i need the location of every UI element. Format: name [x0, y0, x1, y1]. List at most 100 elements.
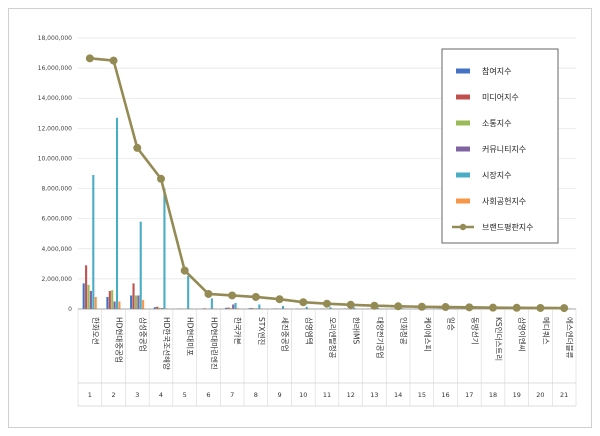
y-tick-label: 16,000,000 [38, 65, 73, 72]
bar-1-3 [87, 284, 90, 309]
legend-swatch-3 [456, 120, 470, 126]
bar-7-1 [224, 307, 228, 309]
brand-index-point-20 [536, 303, 545, 312]
category-index-11: 11 [323, 391, 331, 399]
category-index-18: 18 [489, 391, 497, 399]
legend-swatch-5 [456, 172, 470, 178]
category-index-16: 16 [441, 391, 449, 399]
category-label-9: 세진중공업 [281, 317, 291, 352]
brand-index-point-4 [157, 174, 165, 183]
category-label-1: 한화오션 [91, 317, 101, 345]
legend-label-1: 참여지수 [482, 66, 511, 76]
y-tick-label: 8,000,000 [41, 186, 72, 193]
category-label-10: 삼영엠텍 [304, 317, 314, 345]
category-label-3: 삼성중공업 [138, 317, 148, 352]
brand-index-point-5 [180, 266, 189, 275]
category-index-14: 14 [394, 391, 402, 399]
category-index-12: 12 [347, 391, 355, 399]
bar-7-4 [232, 304, 235, 309]
bar-1-2 [85, 265, 88, 309]
legend-label-3: 소통지수 [482, 119, 511, 128]
bar-8-1 [248, 308, 251, 309]
bar-2-2 [108, 290, 111, 309]
bar-12-5 [353, 307, 356, 309]
category-index-21: 21 [560, 391, 568, 399]
brand-index-point-21 [560, 304, 569, 313]
category-index-7: 7 [230, 391, 234, 399]
bar-3-3 [134, 295, 137, 309]
bar-4-5 [163, 188, 166, 309]
bar-8-5 [258, 304, 261, 309]
category-label-17: 동방선기 [470, 317, 480, 345]
y-tick-label: 10,000,000 [38, 155, 73, 162]
category-index-15: 15 [418, 391, 426, 399]
bar-4-2 [156, 306, 159, 309]
bar-13-5 [376, 307, 379, 309]
y-tick-label: 18,000,000 [38, 35, 73, 42]
category-label-5: HD현대미포 [186, 317, 195, 356]
category-label-11: 오리엔탈정공 [328, 317, 338, 358]
brand-index-point-10 [299, 298, 308, 307]
legend-box [441, 48, 559, 244]
bar-3-2 [132, 283, 135, 309]
brand-reputation-chart: 0 2,000,000 4,000,000 6,000,000 8,000,000 10,… [8, 8, 592, 428]
legend-label-6: 사회공헌지수 [482, 197, 526, 206]
legend-swatch-2 [456, 94, 470, 100]
category-label-4: HD한국조선해양 [162, 317, 172, 370]
legend-label-7: 브랜드평판지수 [482, 222, 534, 232]
category-label-20: 메디쿼스 [541, 317, 551, 345]
category-label-18: KS인더스트리 [494, 317, 504, 361]
bar-5-5 [187, 275, 190, 309]
brand-index-point-17 [465, 303, 474, 312]
category-index-4: 4 [159, 391, 163, 399]
category-index-6: 6 [206, 391, 210, 399]
brand-index-point-1 [85, 54, 94, 63]
bar-2-1 [106, 296, 109, 309]
brand-index-point-18 [489, 303, 497, 312]
bar-1-6 [94, 296, 97, 309]
bar-7-5 [234, 302, 237, 309]
bar-7-3 [229, 308, 232, 309]
bar-11-5 [329, 307, 332, 309]
brand-index-point-2 [109, 56, 118, 65]
category-index-10: 10 [299, 391, 307, 399]
brand-index-point-3 [133, 143, 142, 152]
legend-swatch-marker [459, 223, 467, 231]
legend-swatch-6 [456, 198, 470, 204]
chart-frame: 0 2,000,000 4,000,000 6,000,000 8,000,000 10,… [8, 8, 592, 428]
category-index-20: 20 [536, 391, 544, 399]
bar-4-3 [158, 307, 161, 309]
brand-index-point-14 [394, 302, 403, 311]
category-index-1: 1 [88, 391, 92, 399]
brand-index-point-6 [204, 289, 213, 298]
legend-swatch-4 [456, 146, 470, 152]
bar-3-1 [130, 295, 133, 309]
bar-3-4 [137, 295, 140, 309]
bar-8-2 [251, 308, 254, 309]
category-index-19: 19 [513, 391, 521, 399]
category-label-19: 삼영이엔씨 [518, 317, 528, 352]
category-label-6: HD현대마린엔진 [209, 317, 219, 370]
legend-swatch-1 [456, 68, 470, 74]
category-label-7: 한국카본 [233, 317, 242, 345]
y-tick-label: 2,000,000 [41, 276, 72, 283]
category-label-21: 에스엔더블류 [565, 317, 575, 358]
bar-3-5 [139, 221, 142, 309]
category-label-15: 케이에스피 [423, 317, 433, 352]
bar-1-4 [89, 290, 92, 309]
category-label-13: 대양전기공업 [375, 317, 385, 358]
bar-4-1 [153, 307, 156, 309]
brand-index-point-7 [228, 291, 237, 300]
brand-index-point-8 [251, 292, 260, 301]
brand-index-point-15 [417, 302, 426, 311]
bar-7-2 [227, 307, 230, 309]
y-axis-tick-labels: 0 2,000,000 4,000,000 6,000,000 8,000,000 10,… [38, 35, 73, 313]
y-tick-label: 6,000,000 [41, 216, 72, 223]
brand-index-point-11 [323, 299, 331, 308]
brand-index-point-12 [346, 300, 355, 309]
bar-6-5 [210, 298, 213, 309]
category-index-17: 17 [465, 391, 473, 399]
y-tick-label: 14,000,000 [38, 95, 73, 102]
category-index-2: 2 [112, 391, 116, 399]
